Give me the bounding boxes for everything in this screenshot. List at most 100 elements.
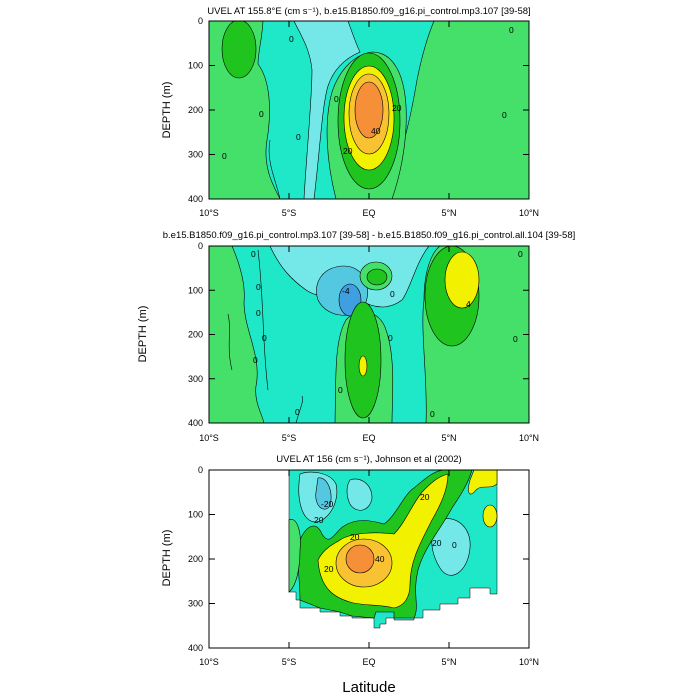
contour-label: -20	[321, 499, 334, 509]
panel-bottom: UVEL AT 156 (cm s⁻¹), Johnson et al (200…	[161, 454, 539, 696]
y-tick-label: 400	[188, 643, 203, 653]
panel-middle: b.e15.B1850.f09_g16.pi_control.mp3.107 […	[137, 230, 575, 443]
undercurrent-core-40	[345, 544, 375, 574]
negative-region	[431, 518, 471, 576]
panel-top-x-ticklabels: 10°S 5°S EQ 5°N 10°N	[199, 208, 539, 218]
x-tick-label: 5°S	[282, 657, 297, 667]
undercurrent-contour-40	[354, 81, 384, 139]
negative-region	[315, 477, 332, 510]
panel-middle-title: b.e15.B1850.f09_g16.pi_control.mp3.107 […	[163, 230, 576, 241]
zero-contour	[295, 395, 303, 423]
y-tick-label: 100	[188, 285, 203, 295]
panel-middle-x-ticklabels: 10°S 5°S EQ 5°N 10°N	[199, 433, 539, 443]
contour-label: 4	[466, 299, 471, 309]
contour-label: 20	[392, 103, 402, 113]
y-tick-label: 0	[198, 16, 203, 26]
contour-label: 0	[518, 249, 523, 259]
positive-cell	[358, 355, 368, 377]
contour-label: 20	[432, 538, 442, 548]
contour-label: 0	[295, 407, 300, 417]
contour-label: 0	[513, 334, 518, 344]
y-tick-label: 0	[198, 241, 203, 251]
x-tick-label: 10°N	[519, 433, 539, 443]
contour-label: 0	[509, 25, 514, 35]
x-tick-label: 5°N	[441, 433, 456, 443]
panel-middle-y-ticklabels: 0 100 200 300 400	[188, 241, 203, 428]
contour-label: 0	[430, 409, 435, 419]
y-tick-label: 200	[188, 554, 203, 564]
positive-cell	[444, 251, 480, 309]
positive-cell	[482, 504, 498, 528]
panel-top-ticks	[208, 20, 530, 200]
contour-label: 40	[371, 126, 381, 136]
zero-contour	[268, 139, 281, 199]
contour-label: 0	[222, 151, 227, 161]
panel-middle-field	[209, 246, 529, 423]
contour-label: 40	[375, 554, 385, 564]
panel-top-field	[209, 21, 529, 199]
panel-top-contour-labels: 0 0 0 0 0 0 20 20 40 0	[222, 25, 514, 161]
contour-label: 20	[420, 492, 430, 502]
positive-band	[468, 470, 498, 495]
x-tick-label: 5°S	[282, 433, 297, 443]
contour-label: 0	[253, 355, 258, 365]
positive-cell	[366, 268, 388, 286]
negative-region	[346, 478, 373, 511]
contour-label: 20	[314, 515, 324, 525]
contour-label: 0	[334, 94, 339, 104]
contour-label: 20	[324, 564, 334, 574]
y-tick-label: 400	[188, 418, 203, 428]
weak-negative-region	[293, 21, 361, 199]
y-tick-label: 400	[188, 194, 203, 204]
y-tick-label: 300	[188, 599, 203, 609]
panel-middle-ticks	[208, 245, 530, 424]
zero-contour	[227, 313, 233, 371]
contour-label: 0	[390, 289, 395, 299]
panel-bottom-ticks	[208, 469, 530, 649]
panel-middle-ylabel: DEPTH (m)	[137, 306, 149, 363]
contour-label: 0	[259, 109, 264, 119]
weak-positive-band	[288, 519, 301, 593]
y-tick-label: 200	[188, 105, 203, 115]
contour-label: -4	[342, 286, 350, 296]
contour-label: 0	[338, 385, 343, 395]
contour-label: 0	[251, 249, 256, 259]
panel-bottom-contour-labels: -20 20 20 20 20 40 20 0	[314, 492, 457, 574]
y-tick-label: 0	[198, 465, 203, 475]
panel-bottom-y-ticklabels: 0 100 200 300 400	[188, 465, 203, 653]
x-tick-label: 5°S	[282, 208, 297, 218]
contour-label: 0	[256, 282, 261, 292]
contour-label: 20	[350, 532, 360, 542]
weak-positive-region	[209, 246, 265, 423]
contour-label: 0	[502, 110, 507, 120]
panel-bottom-title: UVEL AT 156 (cm s⁻¹), Johnson et al (200…	[276, 454, 461, 465]
panel-bottom-ylabel: DEPTH (m)	[161, 530, 173, 587]
x-tick-label: 5°N	[441, 208, 456, 218]
y-tick-label: 300	[188, 374, 203, 384]
panel-top-y-ticklabels: 0 100 200 300 400	[188, 16, 203, 204]
contour-label: 0	[256, 308, 261, 318]
x-tick-label: EQ	[362, 208, 375, 218]
x-tick-label: 10°N	[519, 208, 539, 218]
x-tick-label: 10°S	[199, 657, 219, 667]
positive-cell	[221, 21, 257, 79]
contour-label: 0	[289, 34, 294, 44]
contour-label: 0	[388, 333, 393, 343]
x-tick-label: 10°S	[199, 433, 219, 443]
x-tick-label: 10°N	[519, 657, 539, 667]
y-tick-label: 100	[188, 510, 203, 520]
contour-label: 0	[296, 132, 301, 142]
panel-top: UVEL AT 155.8°E (cm s⁻¹), b.e15.B1850.f0…	[161, 6, 539, 218]
panel-bottom-field	[288, 470, 498, 629]
y-tick-label: 100	[188, 61, 203, 71]
contour-label: 20	[343, 146, 353, 156]
x-tick-label: 5°N	[441, 657, 456, 667]
panel-top-title: UVEL AT 155.8°E (cm s⁻¹), b.e15.B1850.f0…	[207, 6, 530, 17]
x-tick-label: EQ	[362, 657, 375, 667]
y-tick-label: 300	[188, 150, 203, 160]
contour-label: 0	[452, 540, 457, 550]
x-tick-label: 10°S	[199, 208, 219, 218]
x-axis-label: Latitude	[342, 679, 395, 696]
panel-middle-contour-labels: 0 0 0 0 0 0 0 0 0 0 0 -4 4 0	[251, 249, 523, 419]
